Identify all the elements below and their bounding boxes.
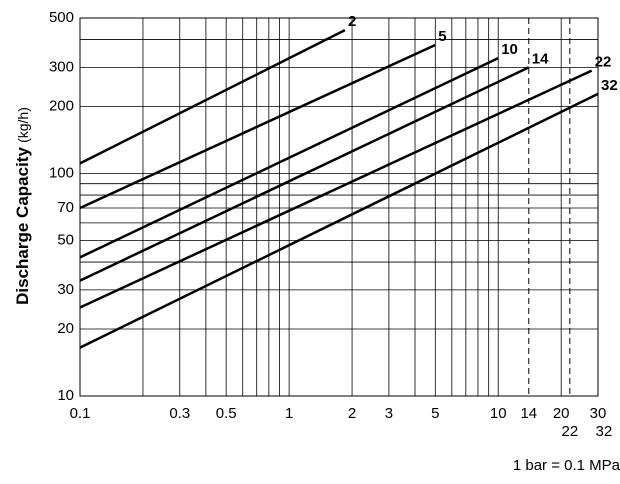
series-line: [79, 92, 599, 349]
series-line: [79, 29, 346, 165]
series-label: 14: [532, 50, 549, 67]
y-label-main: Discharge Capacity: [13, 147, 32, 305]
x-tick-label: 32: [596, 423, 613, 440]
series-label: 10: [501, 41, 518, 58]
x-tick-label: 0.1: [70, 405, 91, 422]
series-label: 22: [595, 54, 612, 71]
series-label: 2: [348, 13, 356, 30]
x-tick-label: 30: [590, 405, 607, 422]
series-label: 5: [438, 28, 446, 45]
series-line: [79, 66, 530, 282]
x-tick-label: 3: [385, 405, 393, 422]
x-tick-label: 14: [520, 405, 537, 422]
y-tick-label: 30: [57, 281, 74, 298]
y-tick-label: 200: [49, 98, 74, 115]
y-label-unit: (kg/h): [15, 107, 31, 143]
y-tick-label: 300: [49, 58, 74, 75]
note: 1 bar = 0.1 MPa: [513, 457, 620, 474]
y-tick-label: 70: [57, 199, 74, 216]
x-tick-label: 1: [285, 405, 293, 422]
x-tick-label: 10: [490, 405, 507, 422]
plot-frame: [79, 17, 599, 397]
x-tick-label: 22: [561, 423, 578, 440]
y-tick-label: 50: [57, 231, 74, 248]
x-tick-label: 0.5: [216, 405, 237, 422]
series-line: [79, 57, 499, 259]
series-line: [79, 69, 593, 309]
series-line: [79, 43, 436, 210]
y-tick-label: 20: [57, 320, 74, 337]
x-tick-label: 0.3: [169, 405, 190, 422]
x-tick-label: 2: [348, 405, 356, 422]
series-label: 32: [601, 77, 618, 94]
x-tick-label: 5: [431, 405, 439, 422]
x-tick-label: 20: [553, 405, 570, 422]
y-tick-label: 100: [49, 164, 74, 181]
y-tick-label: 10: [57, 387, 74, 404]
y-axis-label: Discharge Capacity (kg/h): [13, 107, 32, 305]
y-tick-label: 500: [49, 9, 74, 26]
